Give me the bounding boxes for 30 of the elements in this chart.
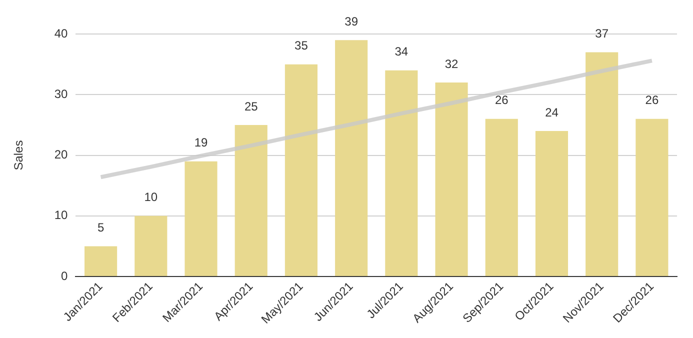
bar <box>134 216 168 276</box>
bar <box>284 64 318 276</box>
data-label: 37 <box>595 26 609 41</box>
data-label: 19 <box>194 136 208 150</box>
bar <box>84 246 118 276</box>
bar <box>335 40 368 276</box>
data-label: 26 <box>645 93 659 108</box>
bar <box>636 118 668 276</box>
bar <box>435 82 468 276</box>
y-tick-label: 20 <box>54 148 68 162</box>
bar <box>385 70 418 276</box>
bar <box>485 118 518 276</box>
bar <box>586 52 618 276</box>
bar <box>184 161 218 276</box>
bar <box>234 124 268 276</box>
data-label: 24 <box>545 105 559 120</box>
y-tick-label: 0 <box>61 268 68 283</box>
data-label: 32 <box>444 56 459 71</box>
y-axis-title: Sales <box>12 140 26 170</box>
data-label: 34 <box>394 44 408 59</box>
data-label: 39 <box>344 14 358 28</box>
data-label: 35 <box>294 38 308 53</box>
y-tick-label: 40 <box>54 26 68 40</box>
y-tick-label: 30 <box>54 86 68 101</box>
bar <box>535 131 568 276</box>
y-tick-label: 10 <box>54 208 68 222</box>
data-label: 5 <box>97 220 104 235</box>
data-label: 26 <box>494 93 509 108</box>
data-label: 25 <box>244 99 258 114</box>
data-label: 10 <box>144 190 158 204</box>
